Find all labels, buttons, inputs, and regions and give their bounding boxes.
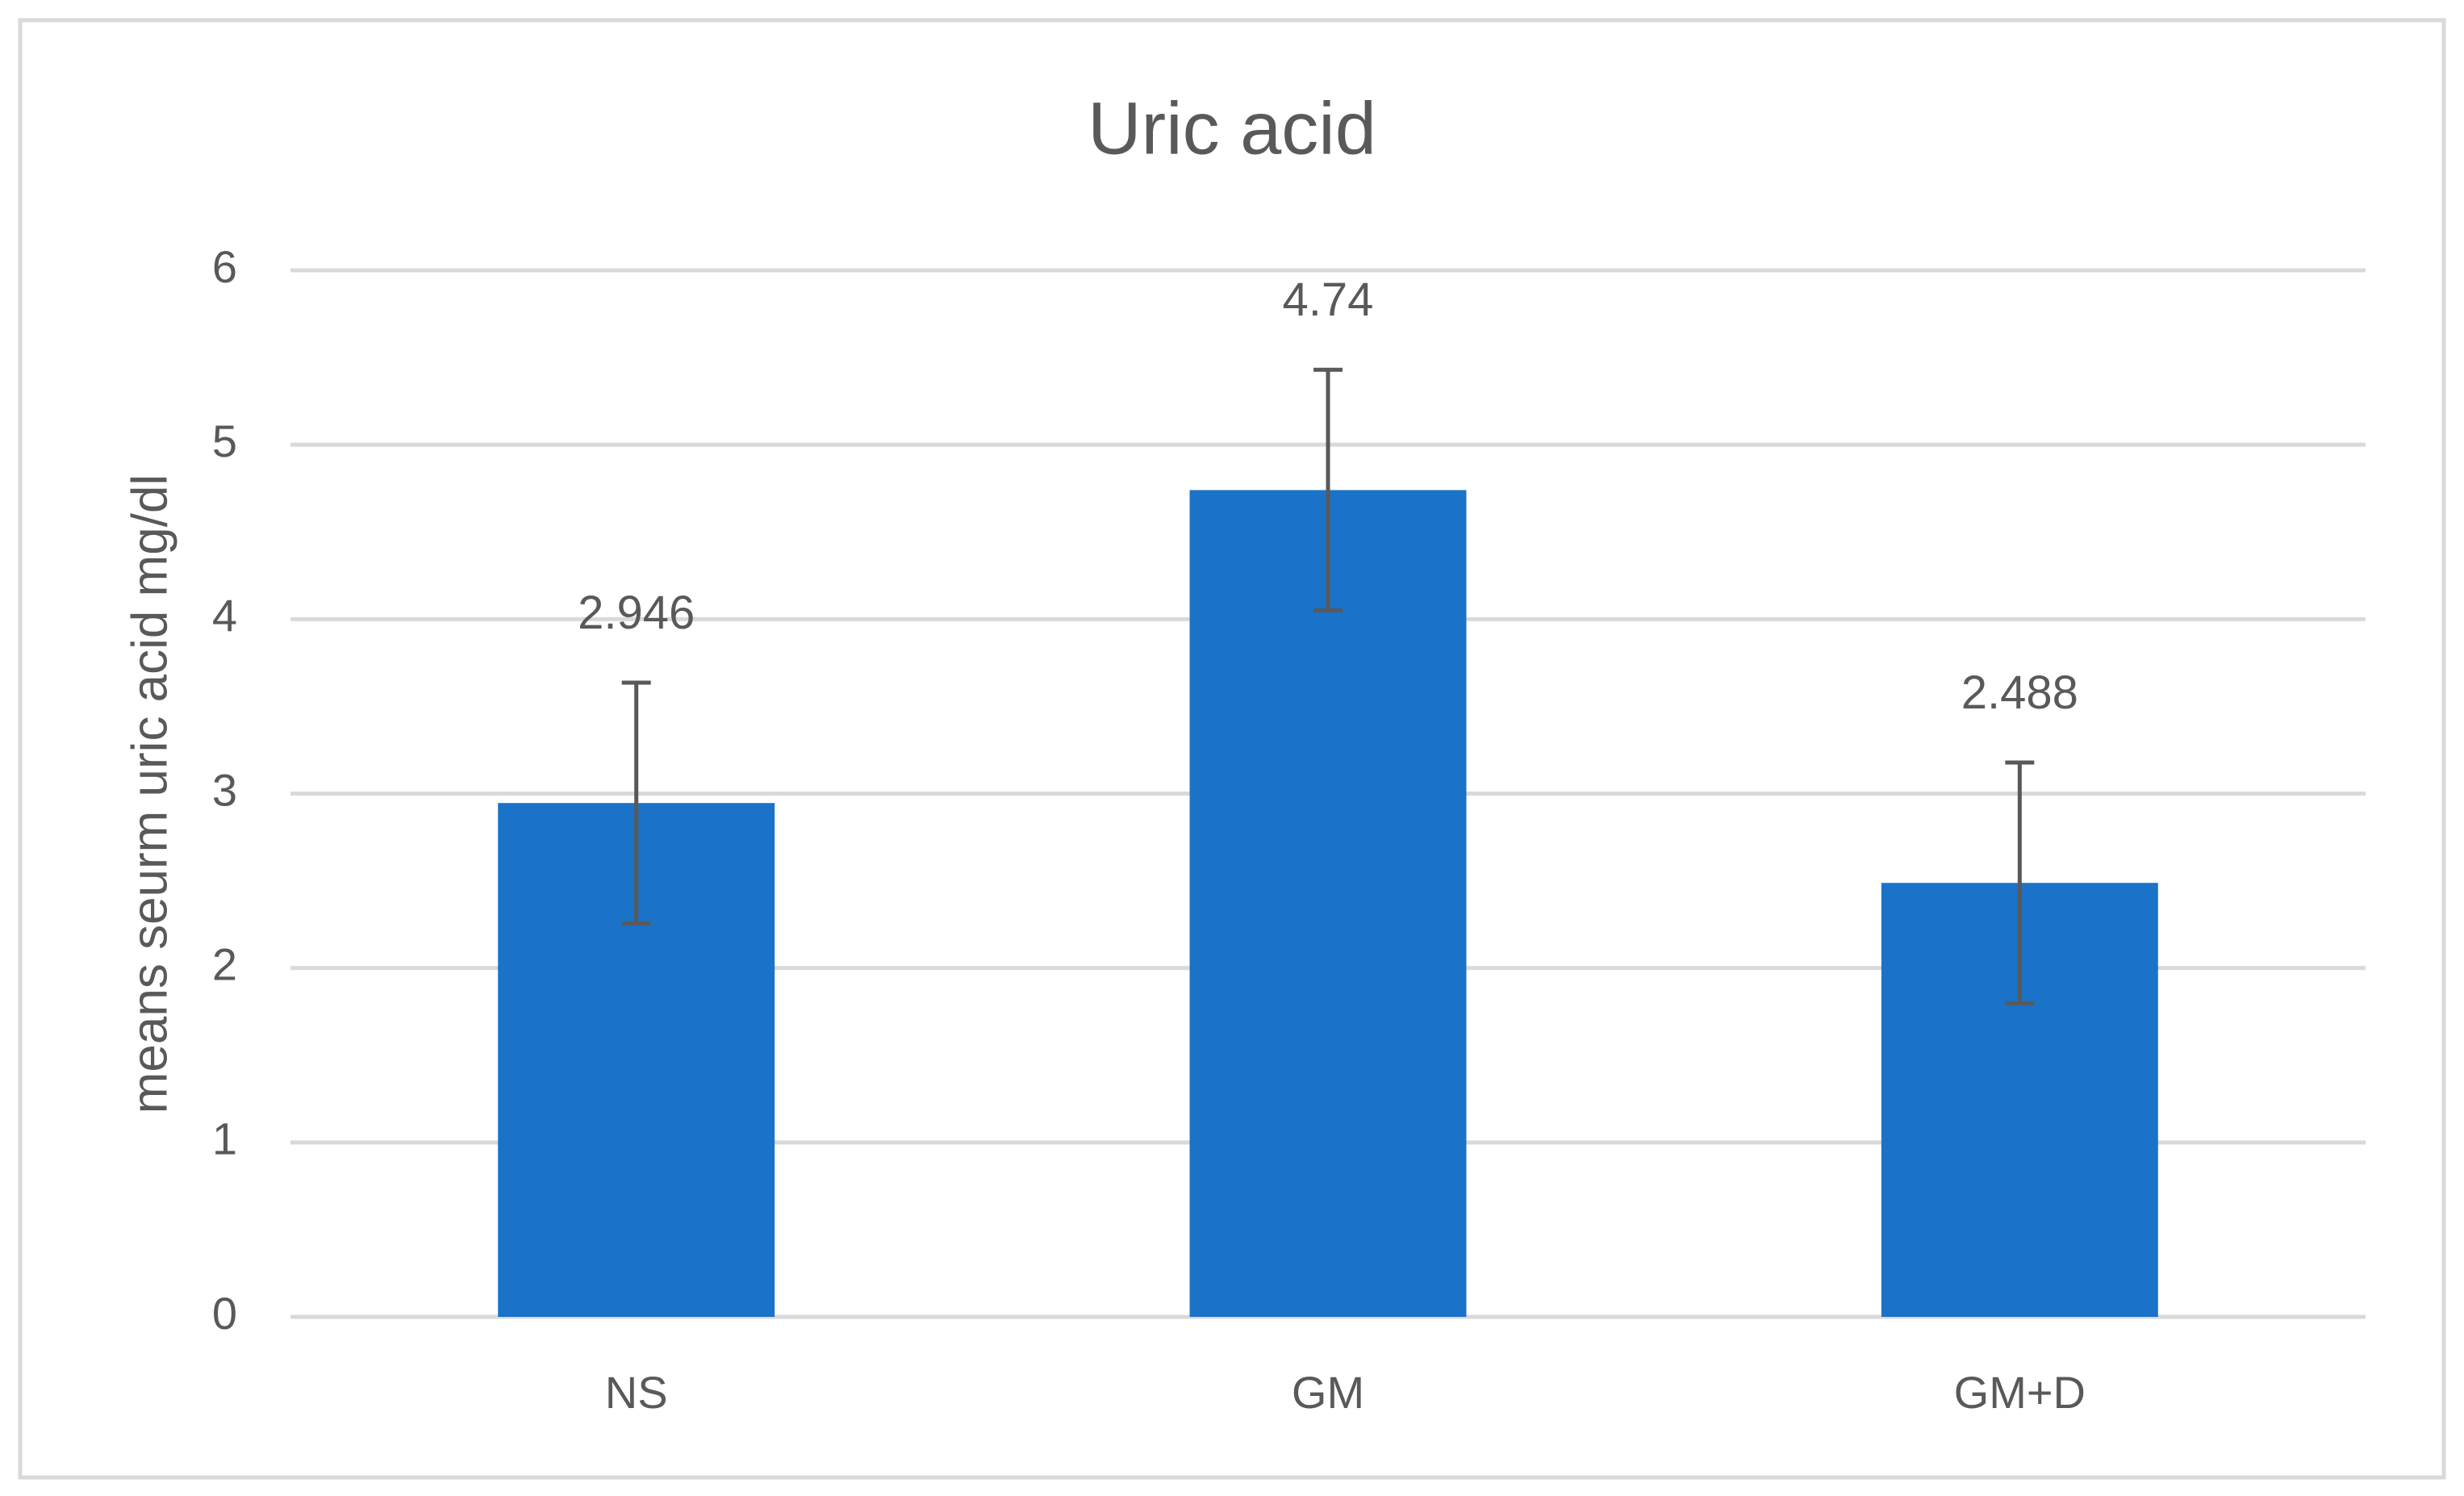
y-tick-label: 2 (212, 938, 237, 989)
data-label: 2.488 (1961, 667, 2078, 719)
y-tick-label: 6 (212, 241, 237, 292)
x-tick-label: GM+D (1954, 1367, 2086, 1418)
error-bar (1313, 367, 1343, 613)
y-tick-label: 0 (212, 1288, 237, 1339)
x-tick-label: NS (605, 1367, 668, 1418)
y-tick-label: 1 (212, 1114, 237, 1164)
data-label: 4.74 (1283, 274, 1374, 326)
chart-title: Uric acid (1088, 87, 1376, 169)
y-tick-label: 5 (212, 416, 237, 466)
y-tick-label: 3 (212, 764, 237, 815)
data-label: 2.946 (578, 587, 695, 639)
bar (1189, 490, 1467, 1317)
y-axis-label: means seurm uric acid mg/dl (122, 474, 177, 1114)
error-bar (2005, 760, 2035, 1005)
y-tick-label: 4 (212, 590, 237, 641)
error-bar (621, 680, 651, 926)
x-tick-label: GM (1292, 1367, 1364, 1418)
